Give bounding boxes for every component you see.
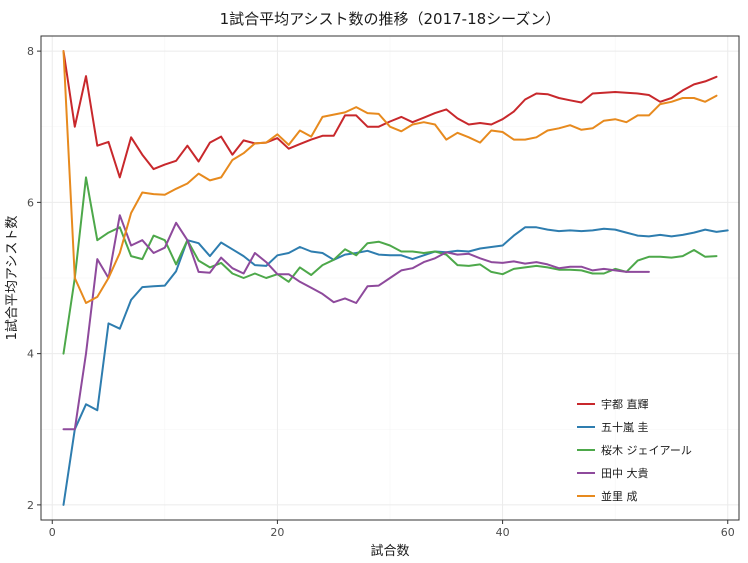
- legend-label-4: 並里 成: [601, 489, 638, 503]
- y-tick-label: 8: [27, 45, 34, 58]
- x-axis-title: 試合数: [370, 543, 409, 559]
- x-tick-label: 60: [721, 526, 735, 539]
- series-lines: [62, 50, 729, 506]
- y-tick-label: 2: [27, 499, 34, 512]
- legend-label-0: 宇都 直輝: [601, 397, 649, 411]
- x-tick-label: 40: [496, 526, 510, 539]
- y-tick-label: 4: [27, 348, 34, 361]
- legend-label-2: 桜木 ジェイアール: [601, 443, 692, 457]
- x-tick-label: 20: [270, 526, 284, 539]
- y-axis-title: 1試合平均アシスト数: [4, 216, 20, 341]
- series-line-4: [62, 50, 718, 304]
- chart-title: 1試合平均アシスト数の推移（2017-18シーズン）: [220, 10, 561, 28]
- axis-ticks: 0 20 40 60 2 4 6 8: [27, 45, 735, 539]
- x-tick-label: 0: [49, 526, 56, 539]
- y-tick-label: 6: [27, 196, 34, 209]
- series-line-1: [62, 226, 729, 506]
- plot-panel: [40, 35, 740, 521]
- legend-label-3: 田中 大貴: [601, 466, 649, 480]
- series-line-2: [62, 176, 718, 355]
- series-line-3: [62, 214, 650, 431]
- legend-label-1: 五十嵐 圭: [601, 420, 649, 434]
- series-line-0: [62, 50, 718, 179]
